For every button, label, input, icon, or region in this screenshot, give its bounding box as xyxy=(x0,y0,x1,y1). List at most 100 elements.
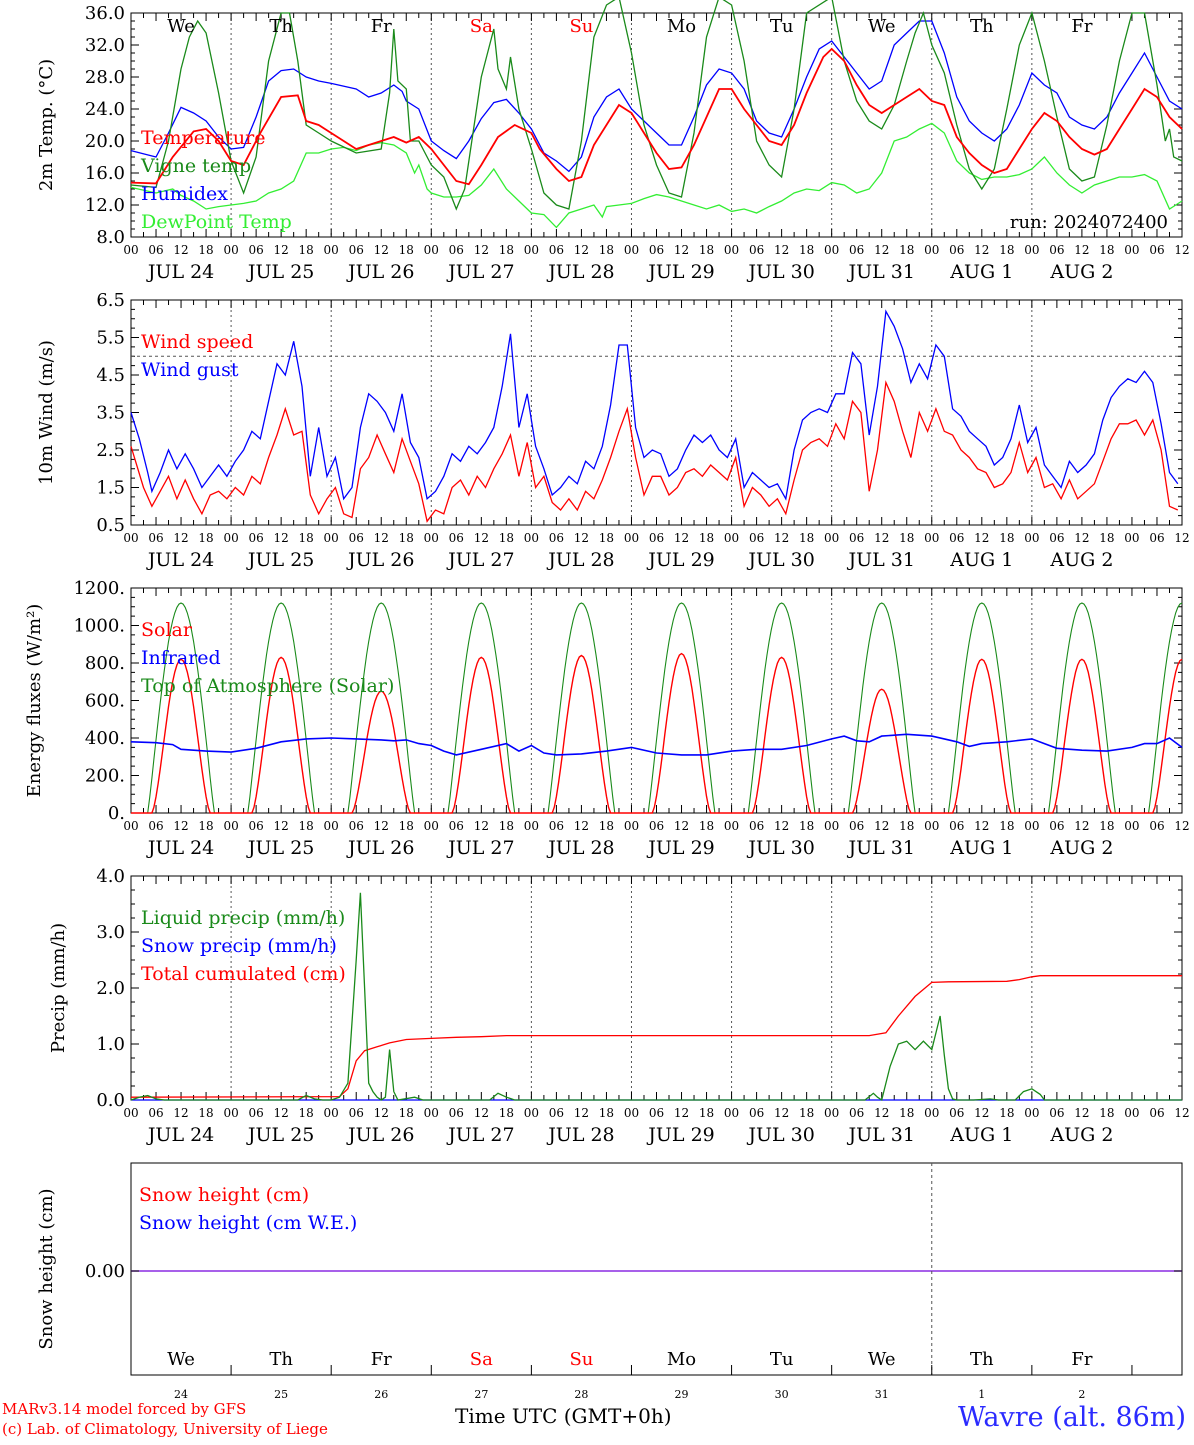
hour-tick-label: 06 xyxy=(1149,531,1164,545)
hour-tick-label: 12 xyxy=(574,531,589,545)
hour-tick-label: 00 xyxy=(824,243,839,257)
hour-tick-label: 06 xyxy=(148,243,163,257)
y-tick-label: 5.5 xyxy=(96,328,125,349)
hour-tick-label: 00 xyxy=(624,243,639,257)
hour-tick-label: 18 xyxy=(699,531,714,545)
hour-tick-label: 06 xyxy=(1049,1106,1064,1120)
date-label: JUL 31 xyxy=(846,549,914,571)
hour-tick-label: 18 xyxy=(599,531,614,545)
day-name-label: Th xyxy=(970,1349,994,1370)
date-label: JUL 27 xyxy=(446,1124,514,1146)
hour-tick-label: 18 xyxy=(399,531,414,545)
hour-tick-label: 18 xyxy=(799,243,814,257)
hour-tick-label: 12 xyxy=(1174,819,1189,833)
day-name-label: Fr xyxy=(371,1349,392,1370)
day-name-label: Fr xyxy=(1071,1349,1092,1370)
hour-tick-label: 00 xyxy=(123,531,138,545)
hour-tick-label: 06 xyxy=(1149,1106,1164,1120)
hour-tick-label: 06 xyxy=(349,819,364,833)
day-name-label: We xyxy=(167,1349,195,1370)
hour-tick-label: 18 xyxy=(999,819,1014,833)
hour-tick-label: 06 xyxy=(349,1106,364,1120)
hour-tick-label: 18 xyxy=(499,531,514,545)
hour-tick-label: 12 xyxy=(474,1106,489,1120)
y-tick-label: 400. xyxy=(85,728,125,749)
date-label: JUL 31 xyxy=(846,1124,914,1146)
hour-tick-label: 18 xyxy=(1099,531,1114,545)
hour-tick-label: 18 xyxy=(899,1106,914,1120)
day-name-label: Th xyxy=(970,16,994,37)
date-label: AUG 2 xyxy=(1049,549,1113,571)
date-label: JUL 24 xyxy=(146,261,214,283)
date-label: JUL 28 xyxy=(546,1124,614,1146)
date-label: JUL 25 xyxy=(246,1124,314,1146)
hour-tick-label: 12 xyxy=(1174,1106,1189,1120)
day-number-label: 2 xyxy=(1078,1388,1085,1401)
hour-tick-label: 12 xyxy=(874,243,889,257)
hour-tick-label: 06 xyxy=(749,819,764,833)
day-name-label: We xyxy=(868,16,896,37)
hour-tick-label: 06 xyxy=(549,819,564,833)
hour-tick-label: 18 xyxy=(299,531,314,545)
hour-tick-label: 18 xyxy=(1099,819,1114,833)
hour-tick-label: 06 xyxy=(248,1106,263,1120)
legend-item: Wind gust xyxy=(141,359,239,381)
date-label: JUL 28 xyxy=(546,837,614,859)
hour-tick-label: 00 xyxy=(724,1106,739,1120)
hour-tick-label: 06 xyxy=(849,1106,864,1120)
lab-credit: (c) Lab. of Climatology, University of L… xyxy=(2,1420,328,1438)
day-number-label: 30 xyxy=(775,1388,789,1401)
hour-tick-label: 18 xyxy=(999,1106,1014,1120)
hour-tick-label: 06 xyxy=(449,243,464,257)
hour-tick-label: 12 xyxy=(474,531,489,545)
date-label: JUL 29 xyxy=(646,1124,714,1146)
hour-tick-label: 06 xyxy=(549,243,564,257)
hour-tick-label: 06 xyxy=(449,1106,464,1120)
legend-item: Top of Atmosphere (Solar) xyxy=(141,675,394,697)
hour-tick-label: 06 xyxy=(549,531,564,545)
y-tick-label: 2.0 xyxy=(96,978,125,999)
hour-tick-label: 00 xyxy=(824,1106,839,1120)
hour-tick-label: 06 xyxy=(1049,819,1064,833)
hour-tick-label: 00 xyxy=(424,819,439,833)
hour-tick-label: 00 xyxy=(824,819,839,833)
date-label: JUL 25 xyxy=(246,837,314,859)
hour-tick-label: 12 xyxy=(374,243,389,257)
hour-tick-label: 06 xyxy=(1149,243,1164,257)
hour-tick-label: 00 xyxy=(524,1106,539,1120)
hour-tick-label: 18 xyxy=(999,531,1014,545)
hour-tick-label: 06 xyxy=(1049,243,1064,257)
hour-tick-label: 00 xyxy=(1024,1106,1039,1120)
day-name-label: Th xyxy=(269,1349,293,1370)
hour-tick-label: 18 xyxy=(198,531,213,545)
legend-item: Humidex xyxy=(141,183,228,205)
y-tick-label: 0. xyxy=(108,803,125,824)
hour-tick-label: 00 xyxy=(924,819,939,833)
day-name-label: Sa xyxy=(470,1349,493,1370)
legend-item: Liquid precip (mm/h) xyxy=(141,907,345,929)
panel-energy: 00 06 12 18 00 06 12 18 00 06 12 18 00 06 12 18 00 06 12 18… xyxy=(24,578,1190,859)
hour-tick-label: 18 xyxy=(799,531,814,545)
panel-frame xyxy=(130,12,1183,238)
day-name-label: Fr xyxy=(1071,16,1092,37)
y-tick-label: 36.0 xyxy=(85,3,125,24)
series-dewpoint-temp xyxy=(130,122,1183,229)
hour-tick-label: 06 xyxy=(449,531,464,545)
legend-item: DewPoint Temp xyxy=(141,211,292,233)
hour-tick-label: 12 xyxy=(974,243,989,257)
panel-frame xyxy=(130,299,1183,526)
hour-tick-label: 00 xyxy=(123,243,138,257)
hour-tick-label: 12 xyxy=(274,1106,289,1120)
date-label: AUG 1 xyxy=(949,1124,1013,1146)
hour-tick-label: 18 xyxy=(299,243,314,257)
hour-tick-label: 12 xyxy=(1074,243,1089,257)
hour-tick-label: 18 xyxy=(198,819,213,833)
hour-tick-label: 18 xyxy=(899,531,914,545)
panel-wind: 00 06 12 18 00 06 12 18 00 06 12 18 00 06 12 18 00 06 12 18… xyxy=(36,290,1190,571)
hour-tick-label: 00 xyxy=(123,819,138,833)
day-name-label: Tu xyxy=(770,1349,794,1370)
y-tick-label: 28.0 xyxy=(85,67,125,88)
hour-tick-label: 06 xyxy=(949,531,964,545)
hour-tick-label: 18 xyxy=(399,819,414,833)
